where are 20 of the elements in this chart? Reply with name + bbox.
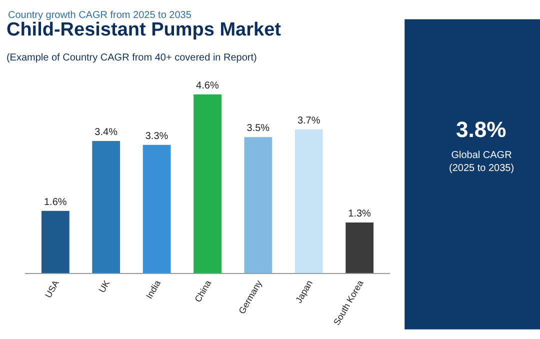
chart-title: Child-Resistant Pumps Market <box>6 20 282 41</box>
x-tick-label: UK <box>96 278 112 294</box>
data-label: 1.6% <box>44 196 67 208</box>
data-label: 3.5% <box>246 123 270 134</box>
text: 3.8% <box>456 117 506 142</box>
bar <box>194 94 222 273</box>
bar <box>244 137 272 273</box>
bar <box>294 129 323 273</box>
text: Country growth CAGR from 2025 to 2035 <box>8 10 192 21</box>
data-label: 1.3% <box>348 208 372 220</box>
bar <box>346 222 374 273</box>
data-label: 4.6% <box>196 80 219 92</box>
bar <box>41 210 70 273</box>
bar <box>142 144 171 273</box>
data-label: 3.7% <box>297 115 320 126</box>
data-label: 3.4% <box>94 126 118 138</box>
text: Global CAGR (2025 to 2035) <box>449 150 514 174</box>
data-label: 3.3% <box>145 130 168 142</box>
bar <box>92 140 120 273</box>
chart-subtitle: (Example of Country CAGR from 40+ covered in Report) <box>6 52 257 64</box>
